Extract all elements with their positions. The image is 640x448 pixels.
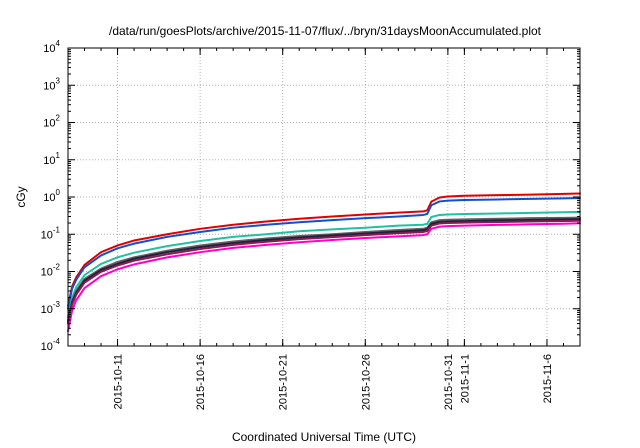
series-line-2: [67, 197, 581, 310]
x-tick-label: 2015-10-26: [360, 354, 372, 410]
x-tick-label: 2015-11-1: [459, 354, 471, 403]
y-tick-label: 102: [43, 114, 60, 130]
plot-frame: [67, 47, 581, 347]
y-tick-labels: 10-4 10-3 10-2 10-1 100 101 102 103 104: [41, 39, 61, 353]
y-tick-label: 10-2: [41, 263, 61, 279]
series-line-1: [67, 192, 581, 307]
y-tick-label: 100: [43, 188, 60, 204]
x-axis-label: Coordinated Universal Time (UTC): [232, 430, 416, 444]
series-line-5: [67, 218, 581, 323]
x-tick-label: 2015-10-21: [278, 354, 290, 410]
x-tick-labels: 2015-10-11 2015-10-16 2015-10-21 2015-10-26…: [113, 354, 554, 410]
y-tick-label: 104: [43, 39, 60, 55]
series-line-3: [67, 210, 581, 319]
y-tick-label: 103: [43, 76, 60, 92]
series-line-7: [67, 222, 581, 333]
x-tick-label: 2015-10-31: [443, 354, 455, 410]
y-tick-label: 101: [43, 151, 60, 167]
y-tick-label: 10-4: [41, 337, 61, 353]
x-tick-label: 2015-10-11: [113, 354, 125, 409]
x-tick-label: 2015-10-16: [195, 354, 207, 410]
x-tick-label: 2015-11-6: [542, 354, 554, 403]
y-axis-label: cGy: [14, 186, 28, 207]
series-line-4: [67, 216, 581, 321]
series-line-6: [67, 219, 581, 325]
series-layer: [67, 192, 581, 333]
y-tick-label: 10-1: [41, 225, 61, 241]
y-tick-label: 10-3: [41, 300, 61, 316]
chart-title: /data/run/goesPlots/archive/2015-11-07/f…: [109, 24, 542, 38]
